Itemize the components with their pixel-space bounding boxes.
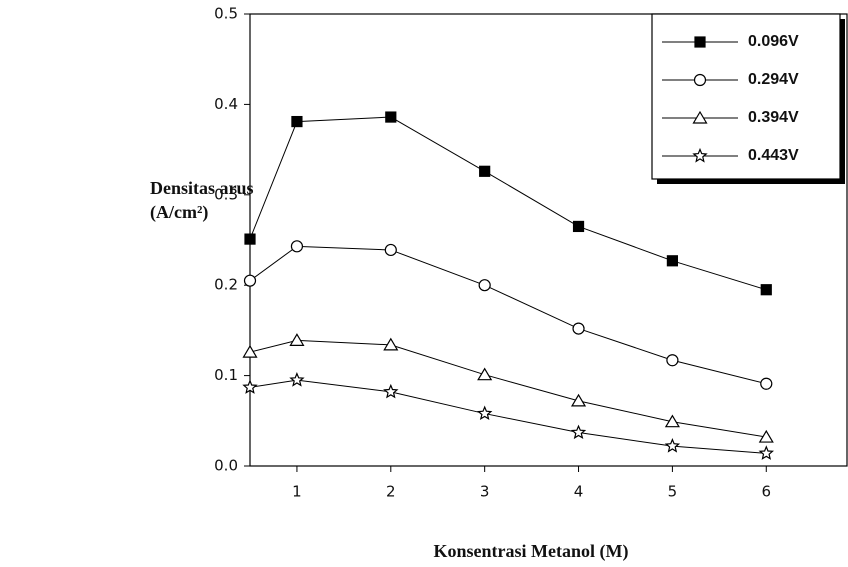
marker <box>290 240 304 253</box>
marker <box>760 284 772 296</box>
marker <box>666 354 679 367</box>
marker <box>384 243 397 257</box>
marker <box>383 383 399 399</box>
marker <box>692 110 708 124</box>
legend-label: 0.394V <box>748 109 799 126</box>
y-tick-label: 0.0 <box>214 457 238 475</box>
legend-box <box>651 13 841 180</box>
marker <box>477 367 493 381</box>
marker <box>289 333 305 346</box>
marker <box>572 220 585 233</box>
y-axis-label: Densitas arus <box>150 178 254 198</box>
marker <box>243 274 257 287</box>
series-line <box>249 339 767 438</box>
marker <box>242 379 258 394</box>
marker <box>244 233 256 245</box>
marker <box>291 115 303 128</box>
marker <box>694 36 706 48</box>
y-tick-label: 0.1 <box>214 366 238 384</box>
x-tick-label: 6 <box>762 483 772 501</box>
marker <box>570 393 587 407</box>
x-tick-label: 4 <box>574 483 584 501</box>
marker <box>385 111 397 123</box>
marker <box>479 165 491 177</box>
marker <box>570 424 587 440</box>
x-tick-label: 2 <box>386 483 396 501</box>
marker <box>383 337 399 351</box>
series-line <box>249 245 767 385</box>
marker <box>572 322 585 335</box>
x-tick-label: 1 <box>292 483 302 501</box>
marker <box>692 147 708 163</box>
marker <box>242 344 258 358</box>
y-tick-label: 0.2 <box>214 276 238 294</box>
marker <box>664 438 681 453</box>
marker <box>664 414 680 428</box>
marker <box>760 377 773 390</box>
legend: 0.096V 0.294V 0.394V 0.443V <box>651 13 845 184</box>
marker <box>477 405 493 421</box>
y-tick-label: 0.3 <box>214 185 238 203</box>
marker <box>758 445 775 460</box>
marker <box>289 372 305 387</box>
x-axis-label: Konsentrasi Metanol (M) <box>434 541 629 562</box>
y-tick-label: 0.4 <box>214 95 238 113</box>
x-tick-label: 5 <box>668 483 678 501</box>
marker <box>693 73 707 87</box>
legend-label: 0.294V <box>748 71 799 88</box>
x-tick-label: 3 <box>480 483 490 501</box>
legend-label: 0.443V <box>748 147 799 164</box>
y-tick-label: 0.5 <box>214 5 238 23</box>
legend-label: 0.096V <box>748 33 799 50</box>
marker <box>478 279 491 292</box>
marker <box>758 429 774 443</box>
series-line <box>249 379 767 454</box>
y-axis-label: (A/cm²) <box>150 202 208 223</box>
marker <box>666 255 679 267</box>
